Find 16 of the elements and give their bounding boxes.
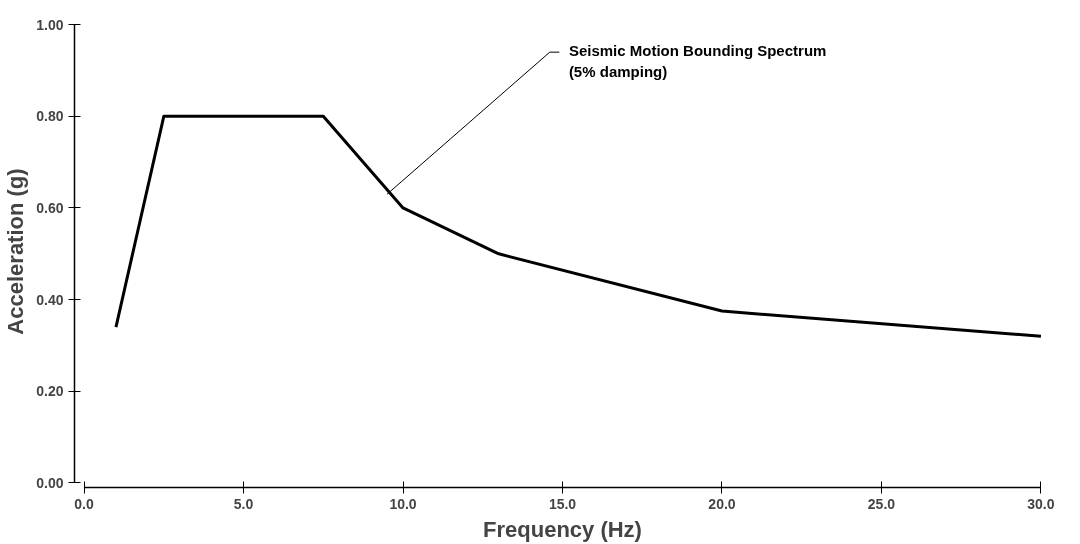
x-tick-label: 0.0: [74, 495, 95, 512]
x-tick-label: 5.0: [233, 495, 254, 512]
y-tick-label: 0.60: [36, 199, 64, 216]
y-tick-label: 0.80: [36, 108, 64, 125]
y-axis-title: Acceleration (g): [3, 168, 29, 335]
x-tick-label: 25.0: [867, 495, 896, 512]
y-tick-label: 0.40: [36, 291, 64, 308]
x-tick-label: 20.0: [708, 495, 736, 512]
x-axis-title: Frequency (Hz): [483, 516, 642, 542]
annotation: Seismic Motion Bounding Spectrum (5% damping): [568, 42, 827, 80]
x-tick-label: 10.0: [389, 495, 417, 512]
x-tick-label: 15.0: [548, 495, 577, 512]
x-tick-label: 30.0: [1027, 495, 1055, 512]
y-tick-label: 0.20: [36, 383, 64, 400]
y-tick-label: 0.00: [36, 474, 64, 491]
y-tick-label: 1.00: [36, 16, 64, 33]
